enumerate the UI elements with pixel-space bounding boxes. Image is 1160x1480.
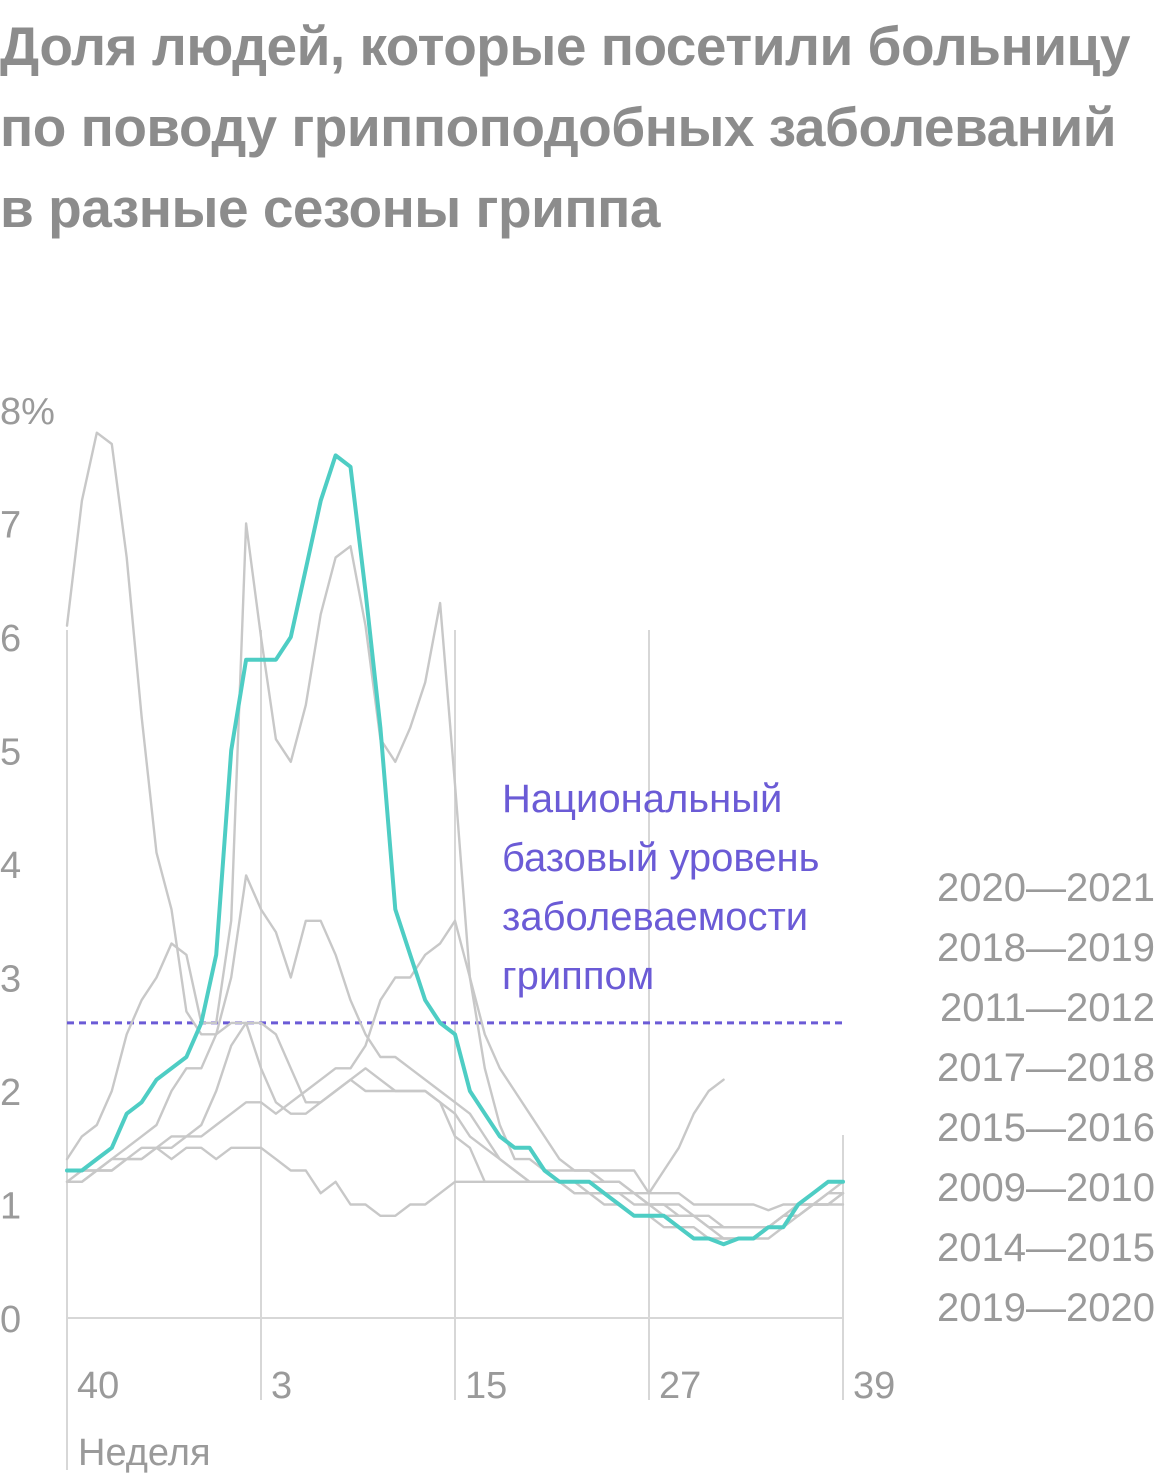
y-tick-label: 4 (0, 845, 21, 887)
legend-entry: 2019—2020 (937, 1286, 1155, 1330)
legend-entry: 2020—2021 (937, 866, 1155, 910)
y-tick-label: 5 (0, 732, 21, 774)
x-tick-label: 40 (77, 1365, 119, 1407)
baseline-label-line: гриппом (502, 954, 654, 998)
legend-entry: 2015—2016 (937, 1106, 1155, 1150)
legend-entry: 2018—2019 (937, 926, 1155, 970)
x-axis-title: Неделя (78, 1432, 211, 1474)
y-tick-label: 8% (0, 391, 55, 433)
legend-entry: 2009—2010 (937, 1166, 1155, 1210)
legend: 2020—2021 2018—2019 2011—2012 2017—2018 2015… (937, 866, 1155, 1330)
x-tick-label: 39 (853, 1365, 895, 1407)
x-gridlines (66, 630, 844, 1470)
baseline-label-line: Национальный (502, 777, 782, 821)
gray-series-group (65, 431, 845, 1240)
series-line (65, 522, 725, 1195)
x-axis-ticks: 40 3 15 27 39 (77, 1365, 895, 1407)
y-axis-ticks: 8% 7 6 5 4 3 2 1 0 (0, 391, 55, 1341)
legend-entry: 2017—2018 (937, 1046, 1155, 1090)
highlight-series-group (65, 453, 845, 1247)
series-line (65, 1146, 845, 1229)
baseline-label-line: базовый уровень (502, 836, 819, 880)
x-tick-label: 27 (659, 1365, 701, 1407)
series-line (65, 1021, 845, 1229)
series-line (65, 919, 845, 1240)
y-tick-label: 0 (0, 1299, 21, 1341)
series-line (65, 431, 845, 1212)
baseline-label-line: заболеваемости (502, 895, 808, 939)
y-tick-label: 6 (0, 618, 21, 660)
y-tick-label: 3 (0, 959, 21, 1001)
y-tick-label: 2 (0, 1072, 21, 1114)
legend-entry: 2014—2015 (937, 1226, 1155, 1270)
chart-title: Доля людей, которые посетили больницу по… (0, 15, 1130, 239)
x-tick-label: 15 (465, 1365, 507, 1407)
baseline-label: Национальный базовый уровень заболеваемост… (502, 777, 819, 998)
legend-entry: 2011—2012 (940, 986, 1155, 1030)
series-line-highlight (65, 453, 845, 1247)
y-tick-label: 1 (0, 1186, 21, 1228)
y-tick-label: 7 (0, 505, 21, 547)
x-tick-label: 3 (271, 1365, 292, 1407)
